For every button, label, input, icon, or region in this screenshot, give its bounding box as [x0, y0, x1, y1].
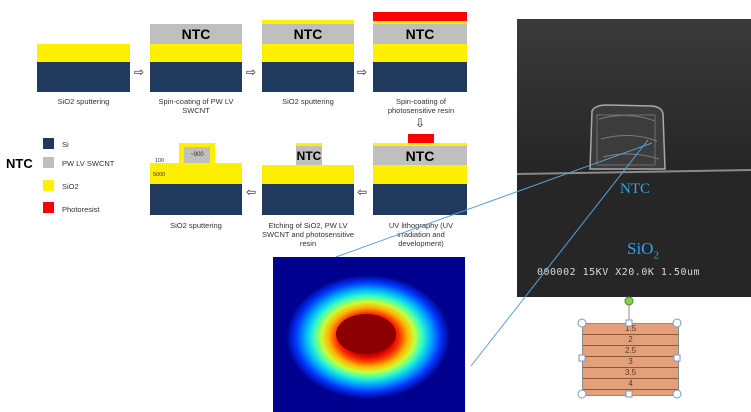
layer-label: 2.5 [624, 346, 637, 355]
si-substrate [262, 62, 354, 92]
legend-label-swcnt: PW LV SWCNT [62, 159, 115, 168]
resize-handle-w[interactable] [578, 354, 586, 362]
si-substrate [37, 62, 130, 92]
photoresist-pattern [408, 134, 434, 143]
resize-handle-e[interactable] [673, 354, 681, 362]
rotate-handle[interactable] [624, 296, 634, 306]
dim-100-label: 100 [155, 158, 165, 164]
layer-row: 2.5 [583, 346, 678, 357]
sio2-cover-layer [150, 163, 242, 184]
sio2-top-layer [373, 21, 467, 24]
sio2-layer [150, 44, 242, 62]
arrow-right-icon: ⇨ [357, 65, 368, 79]
layer-row: 3.5 [583, 368, 678, 379]
legend-swatch-swcnt [43, 157, 54, 168]
step1-caption: SiO2 sputtering [57, 97, 110, 106]
step7-caption: SiO2 sputtering [170, 221, 222, 230]
layer-row: 3 [583, 357, 678, 368]
resize-handle-se[interactable] [672, 389, 682, 399]
layer-label: 1.5 [624, 324, 637, 333]
legend-label-si: Si [62, 140, 69, 149]
sio2-top-layer [296, 143, 322, 146]
legend-title: NTC [6, 156, 33, 171]
arrow-right-icon: ⇨ [134, 65, 145, 79]
ntc-layer: NTC [150, 24, 242, 44]
ntc-layer: NTC [373, 24, 467, 44]
step6-caption: Etching of SiO2, PW LV SWCNT and photose… [262, 221, 354, 248]
legend-swatch-sio2 [43, 180, 54, 191]
step4-caption: Spin-coating of photosensitive resin [387, 97, 455, 115]
arrow-right-icon: ⇨ [246, 65, 257, 79]
step2-caption: Spin-coating of PW LV SWCNT [158, 97, 234, 115]
sio2-layer [262, 165, 354, 184]
layer-label: 4 [628, 379, 633, 388]
layer-box[interactable]: 1.5 2 2.5 3 3.5 4 [582, 323, 679, 396]
sio2-layer [262, 44, 354, 62]
ntc-bump: ~900 [184, 147, 210, 163]
photoresist-layer [373, 12, 467, 21]
resize-handle-s[interactable] [625, 390, 633, 398]
layer-row: 1.5 [583, 324, 678, 335]
resize-handle-ne[interactable] [672, 318, 682, 328]
si-substrate [150, 184, 242, 215]
sem-sio2-subscript: 2 [653, 249, 659, 262]
arrow-down-icon: ⇩ [415, 116, 426, 130]
sio2-top-layer [262, 20, 354, 24]
heatmap-image [273, 257, 465, 412]
sio2-layer [37, 44, 130, 62]
step3-caption: SiO2 sputtering [282, 97, 334, 106]
legend-swatch-photoresist [43, 202, 54, 213]
legend-label-sio2: SiO2 [62, 182, 79, 191]
layer-label: 3.5 [624, 368, 637, 377]
dim-5000-label: 5000 [153, 172, 166, 178]
layer-label: 2 [628, 335, 633, 344]
resize-handle-n[interactable] [625, 319, 633, 327]
layer-row: 2 [583, 335, 678, 346]
heatmap-graphic [273, 257, 465, 412]
legend-swatch-si [43, 138, 54, 149]
si-substrate [373, 62, 467, 92]
ntc-layer: NTC [262, 24, 354, 44]
sio2-layer [373, 44, 467, 62]
legend-label-photoresist: Photoresist [62, 205, 100, 214]
ntc-pillar: NTC [296, 146, 322, 165]
arrow-left-icon: ⇦ [246, 185, 257, 199]
si-substrate [150, 62, 242, 92]
resize-handle-sw[interactable] [577, 389, 587, 399]
layer-row: 4 [583, 379, 678, 390]
layer-label: 3 [628, 357, 633, 366]
resize-handle-nw[interactable] [577, 318, 587, 328]
